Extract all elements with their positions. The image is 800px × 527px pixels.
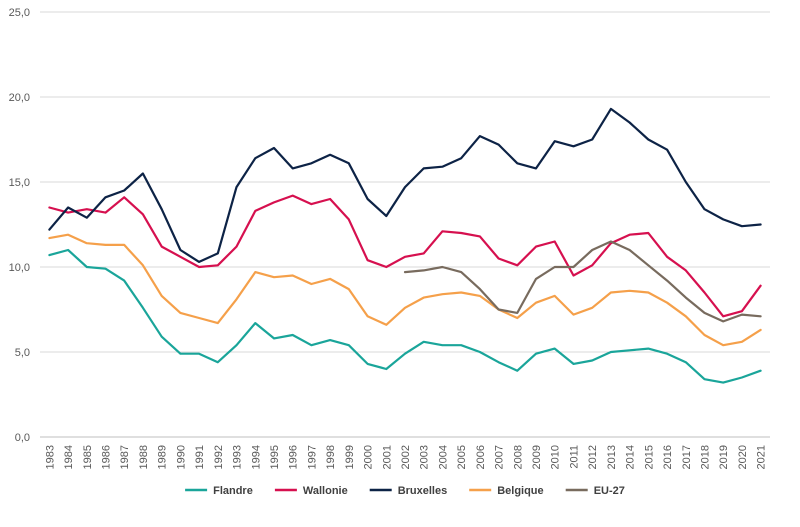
x-tick-label: 1994: [250, 445, 262, 469]
x-tick-label: 2005: [456, 445, 468, 469]
y-tick-label: 15,0: [9, 177, 30, 189]
x-tick-label: 1989: [157, 445, 169, 469]
x-tick-label: 2015: [643, 445, 655, 469]
x-tick-label: 2010: [550, 445, 562, 469]
x-tick-label: 2013: [606, 445, 618, 469]
x-tick-label: 2017: [681, 445, 693, 469]
y-tick-label: 5,0: [15, 347, 30, 359]
legend-item: Belgique: [469, 485, 544, 497]
series-line-bruxelles: [48, 107, 762, 263]
series-lines: [48, 107, 762, 384]
legend-label: Belgique: [497, 485, 543, 497]
x-tick-label: 1992: [213, 445, 225, 469]
x-tick-label: 2021: [756, 445, 768, 469]
legend-item: EU-27: [565, 485, 625, 497]
x-tick-label: 2007: [494, 445, 506, 469]
x-tick-label: 2002: [400, 445, 412, 469]
series-line-flandre: [48, 248, 762, 384]
legend-label: Flandre: [213, 485, 253, 497]
x-tick-label: 1998: [325, 445, 337, 469]
x-axis-ticks: 1983 1984 1985 1986 1987 1988 1989 1990 1991 1992…: [44, 445, 767, 469]
x-tick-label: 2000: [363, 445, 375, 469]
x-tick-label: 1993: [232, 445, 244, 469]
y-tick-label: 0,0: [15, 432, 30, 444]
legend-label: EU-27: [594, 485, 625, 497]
legend-item: Flandre: [185, 485, 253, 497]
x-tick-label: 1986: [101, 445, 113, 469]
x-tick-label: 1997: [306, 445, 318, 469]
x-tick-label: 2018: [699, 445, 711, 469]
legend-label: Bruxelles: [398, 485, 448, 497]
x-tick-label: 2009: [531, 445, 543, 469]
x-tick-label: 2003: [419, 445, 431, 469]
y-tick-label: 20,0: [9, 92, 30, 104]
legend-label: Wallonie: [303, 485, 348, 497]
x-tick-label: 2016: [662, 445, 674, 469]
y-tick-label: 25,0: [9, 7, 30, 19]
x-tick-label: 1988: [138, 445, 150, 469]
series-line-eu-27: [403, 240, 762, 323]
x-tick-label: 1995: [269, 445, 281, 469]
series-line-wallonie: [48, 194, 762, 318]
legend: Flandre Wallonie Bruxelles Belgique EU-27: [185, 485, 625, 497]
x-tick-label: 1984: [63, 445, 75, 469]
x-tick-label: 2006: [475, 445, 487, 469]
y-axis-ticks: 0,0 5,0 10,0 15,0 20,0 25,0: [9, 7, 30, 444]
x-tick-label: 1991: [194, 445, 206, 469]
legend-item: Bruxelles: [369, 485, 448, 497]
legend-item: Wallonie: [274, 485, 348, 497]
x-tick-label: 2008: [512, 445, 524, 469]
x-tick-label: 1987: [119, 445, 131, 469]
x-tick-label: 1990: [175, 445, 187, 469]
x-tick-label: 2019: [718, 445, 730, 469]
x-tick-label: 1985: [82, 445, 94, 469]
gridlines: [40, 11, 770, 438]
x-tick-label: 1996: [288, 445, 300, 469]
x-tick-label: 2012: [587, 445, 599, 469]
x-tick-label: 2020: [737, 445, 749, 469]
x-tick-label: 2001: [381, 445, 393, 469]
x-tick-label: 2011: [568, 445, 580, 469]
x-tick-label: 2004: [437, 445, 449, 469]
x-tick-label: 1999: [344, 445, 356, 469]
series-line-belgique: [48, 233, 762, 347]
x-tick-label: 1983: [44, 445, 56, 469]
y-tick-label: 10,0: [9, 262, 30, 274]
x-tick-label: 2014: [625, 445, 637, 469]
